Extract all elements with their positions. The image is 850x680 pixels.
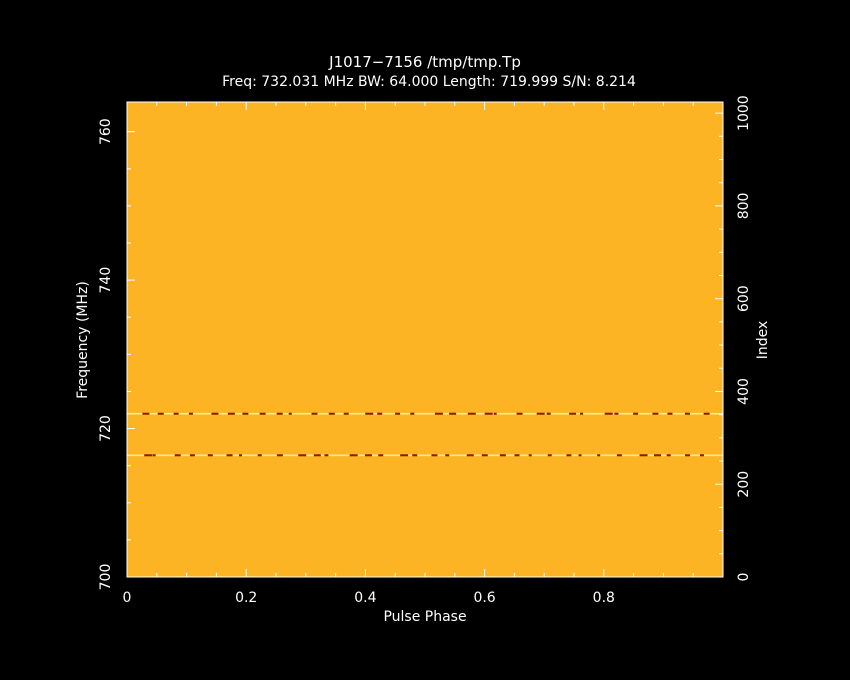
y-tick-label: 760 [98, 118, 114, 145]
y-tick-label: 740 [98, 267, 114, 294]
rfi-speckle [226, 454, 233, 457]
rfi-speckle [189, 454, 195, 457]
rfi-speckle [328, 412, 335, 415]
rfi-speckle [313, 454, 321, 457]
rfi-speckle [259, 412, 266, 415]
rfi-speckle [566, 454, 572, 457]
rfi-speckle [434, 412, 443, 415]
rfi-speckle [157, 412, 164, 415]
x-tick-label: 0.4 [354, 590, 376, 606]
rfi-speckle [242, 412, 249, 415]
rfi-speckle [144, 454, 153, 457]
rfi-speckle [142, 412, 150, 415]
rfi-speckle [597, 454, 601, 457]
rfi-speckle [298, 454, 307, 457]
rfi-speckle [173, 412, 179, 415]
chart-subtitle: Freq: 732.031 MHz BW: 64.000 Length: 719… [222, 74, 636, 90]
rfi-speckle [207, 454, 213, 457]
rfi-speckle [547, 454, 552, 457]
rfi-speckle [395, 412, 401, 415]
rfi-speckle [257, 454, 262, 457]
rfi-speckle [536, 412, 545, 415]
rfi-speckle [580, 412, 584, 415]
rfi-speckle [152, 454, 156, 457]
rfi-speckle [499, 454, 506, 457]
rfi-speckle [227, 412, 235, 415]
y2-tick-label: 400 [736, 378, 752, 405]
rfi-speckle [449, 412, 457, 415]
x-axis-label: Pulse Phase [383, 609, 466, 625]
chart-title: J1017−7156 /tmp/tmp.Tp [328, 53, 521, 71]
rfi-speckle [276, 454, 283, 457]
rfi-speckle [667, 412, 673, 415]
rfi-speckle [684, 412, 690, 415]
rfi-speckle [324, 454, 329, 457]
rfi-speckle [616, 454, 622, 457]
y2-tick-label: 0 [736, 573, 752, 582]
rfi-speckle [445, 454, 450, 457]
rfi-speckle [400, 454, 409, 457]
rfi-speckle [364, 454, 372, 457]
plot-frame [126, 101, 724, 578]
y2-tick-label: 200 [736, 471, 752, 498]
rfi-speckle [410, 412, 415, 415]
rfi-speckle [211, 412, 219, 415]
plot-area [127, 102, 723, 577]
y-tick-label: 720 [98, 415, 114, 442]
x-tick-label: 0.6 [473, 590, 495, 606]
rfi-speckle [288, 412, 292, 415]
rfi-speckle [467, 412, 476, 415]
rfi-speckle [699, 454, 704, 457]
x-tick-label: 0.2 [235, 590, 257, 606]
rfi-speckle [343, 412, 349, 415]
rfi-speckle [528, 454, 532, 457]
rfi-speckle [604, 412, 613, 415]
rfi-speckle [311, 412, 318, 415]
rfi-speckle [188, 412, 193, 415]
rfi-speckle [174, 454, 181, 457]
y2-axis-label: Index [755, 321, 771, 360]
rfi-speckle [276, 412, 283, 415]
rfi-speckle [378, 454, 384, 457]
rfi-speckle [652, 412, 659, 415]
y2-tick-label: 1000 [736, 95, 752, 131]
rfi-speckle [703, 412, 710, 415]
rfi-speckle [493, 412, 497, 415]
y2-tick-label: 600 [736, 285, 752, 312]
rfi-speckle [412, 454, 418, 457]
rfi-speckle [639, 454, 648, 457]
y-axis-label: Frequency (MHz) [75, 281, 91, 399]
rfi-speckle [516, 412, 523, 415]
rfi-speckle [239, 454, 243, 457]
x-tick-label: 0.8 [593, 590, 615, 606]
rfi-speckle [431, 454, 438, 457]
rfi-speckle [365, 412, 374, 415]
x-tick-label: 0 [123, 590, 132, 606]
rfi-speckle [653, 454, 661, 457]
rfi-speckle [569, 412, 577, 415]
rfi-speckle [466, 454, 474, 457]
rfi-speckle [481, 454, 488, 457]
rfi-speckle [578, 454, 582, 457]
rfi-speckle [685, 454, 691, 457]
y-tick-label: 700 [98, 564, 114, 591]
rfi-speckle [377, 412, 383, 415]
rfi-speckle [514, 454, 520, 457]
rfi-speckle [666, 454, 671, 457]
rfi-speckle [546, 412, 551, 415]
rfi-speckle [349, 454, 358, 457]
rfi-speckle [633, 412, 639, 415]
rfi-speckle [484, 412, 493, 415]
y2-tick-label: 800 [736, 193, 752, 220]
rfi-speckle [614, 412, 619, 415]
